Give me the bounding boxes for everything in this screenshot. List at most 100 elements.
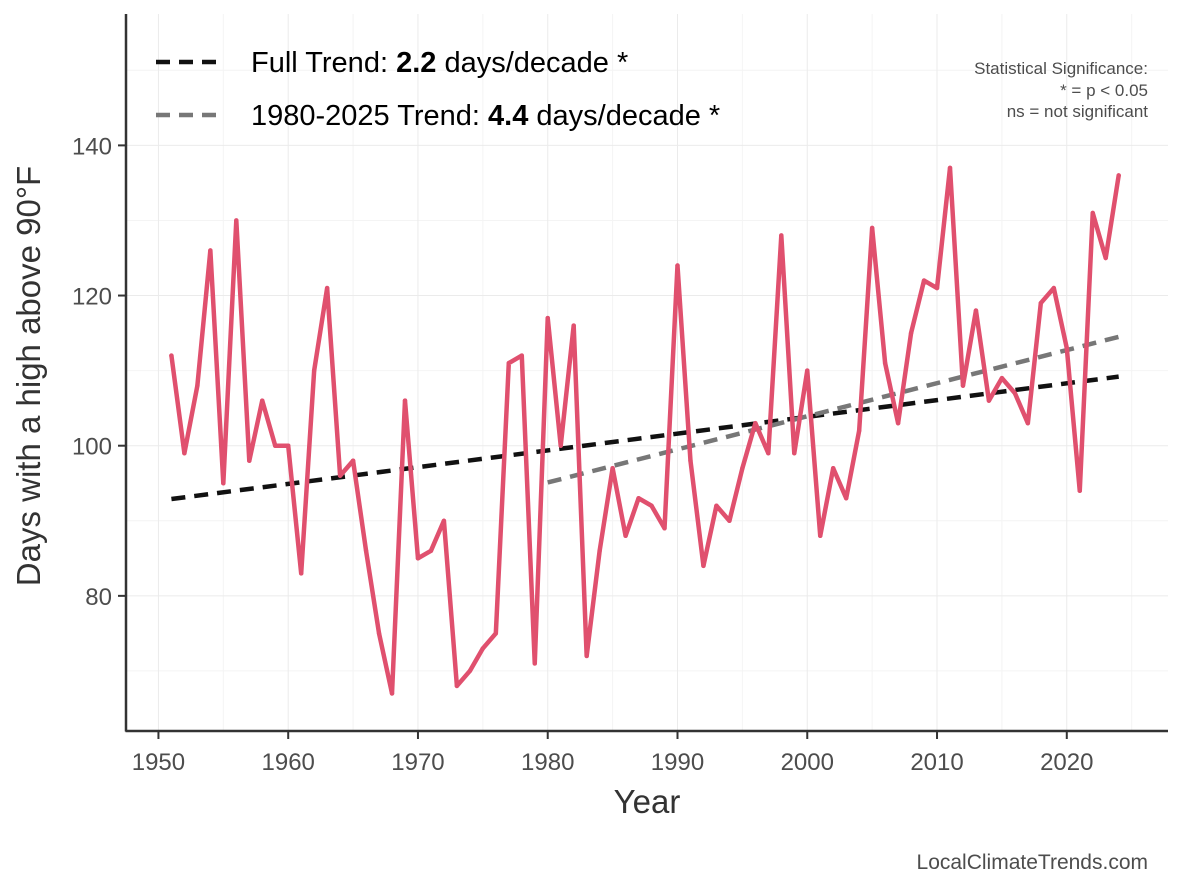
data-point-1954 [208, 248, 213, 253]
data-point-1956 [234, 218, 239, 223]
data-point-1991 [688, 458, 693, 463]
tick-labels: 1950 1960 1970 1980 1990 2000 2010 2020 80 100 120… [72, 133, 1094, 776]
trend-lines [171, 334, 1120, 502]
data-point-1990 [675, 263, 680, 268]
data-point-1966 [363, 548, 369, 554]
data-point-1985 [610, 466, 615, 471]
y-tick-label-140: 140 [72, 133, 112, 160]
data-point-2014 [986, 398, 992, 403]
data-point-1955 [221, 481, 226, 486]
significance-note: Statistical Significance: * = p < 0.05 n… [974, 59, 1148, 121]
data-point-1979 [532, 661, 537, 666]
data-point-2007 [895, 420, 901, 426]
legend-suffix-1980-trend: days/decade * [528, 100, 720, 132]
x-tick-label-2020: 2020 [1040, 749, 1093, 776]
data-point-2010 [934, 285, 940, 291]
data-point-2019 [1051, 285, 1057, 291]
data-point-1975 [480, 646, 486, 651]
y-axis-title: Days with a high above 90°F [10, 166, 47, 586]
data-point-1969 [402, 398, 408, 403]
trend-line-1980-2025 [547, 334, 1120, 485]
data-point-1986 [623, 533, 628, 538]
data-point-1970 [415, 556, 421, 561]
data-point-2017 [1025, 420, 1031, 426]
x-tick-label-2000: 2000 [781, 749, 834, 776]
data-point-1962 [311, 368, 317, 373]
data-point-2015 [999, 375, 1005, 381]
data-point-1978 [519, 353, 524, 358]
data-point-1995 [740, 466, 745, 471]
x-axis-title: Year [614, 783, 681, 820]
axes [118, 14, 1168, 739]
data-point-1972 [441, 518, 447, 523]
data-point-2005 [869, 225, 875, 231]
data-point-1994 [727, 518, 732, 523]
x-tick-label-1990: 1990 [651, 749, 704, 776]
data-point-1958 [260, 398, 265, 403]
data-point-1981 [558, 443, 563, 448]
credit-text: LocalClimateTrends.com [917, 851, 1148, 874]
legend-value-full-trend: 2.2 [396, 47, 436, 79]
data-point-2008 [908, 330, 914, 336]
data-point-1980 [545, 315, 550, 321]
legend-suffix-full-trend: days/decade * [436, 47, 628, 79]
data-point-1987 [636, 496, 641, 501]
significance-note-line-2: ns = not significant [1007, 102, 1149, 121]
data-point-1968 [389, 691, 395, 696]
significance-note-title: Statistical Significance: [974, 59, 1148, 78]
data-point-1988 [649, 503, 654, 508]
data-point-1982 [571, 323, 576, 328]
data-point-2003 [843, 496, 849, 501]
data-point-2002 [831, 466, 836, 471]
data-point-1997 [766, 451, 771, 456]
data-point-2001 [818, 533, 823, 538]
data-point-2022 [1090, 210, 1095, 216]
data-point-2012 [960, 383, 966, 388]
data-point-2011 [947, 165, 953, 171]
data-point-2004 [856, 428, 862, 433]
trend-line-full [171, 374, 1119, 502]
data-point-1951 [169, 353, 174, 358]
x-tick-label-1970: 1970 [391, 749, 444, 776]
data-point-1993 [714, 503, 719, 508]
y-tick-label-80: 80 [85, 584, 112, 611]
data-point-1983 [584, 653, 589, 659]
data-point-1952 [182, 451, 187, 456]
legend-label-1980-trend: 1980-2025 Trend: 4.4 days/decade * [251, 100, 720, 132]
data-point-1977 [506, 360, 512, 366]
y-tick-label-100: 100 [72, 434, 112, 461]
data-point-1999 [792, 451, 797, 456]
data-point-2018 [1038, 300, 1044, 306]
legend: Full Trend: 2.2 days/decade * 1980-2025 … [156, 47, 720, 132]
data-point-2006 [882, 360, 888, 366]
data-point-1953 [195, 383, 200, 388]
data-point-1992 [701, 563, 706, 569]
data-series [169, 165, 1121, 696]
legend-label-full-trend: Full Trend: 2.2 days/decade * [251, 47, 628, 79]
data-point-1971 [428, 548, 434, 554]
data-point-1963 [324, 285, 330, 291]
data-point-1989 [662, 526, 667, 531]
data-point-2023 [1103, 255, 1108, 261]
data-point-1960 [286, 443, 291, 448]
data-point-1973 [454, 683, 460, 689]
data-point-1996 [753, 420, 758, 426]
data-point-1957 [247, 458, 252, 463]
legend-value-1980-trend: 4.4 [488, 100, 528, 132]
data-point-2021 [1077, 488, 1082, 493]
data-point-1998 [779, 233, 784, 238]
data-point-1984 [597, 548, 602, 554]
data-point-2009 [921, 278, 927, 283]
data-point-2024 [1116, 173, 1121, 178]
data-point-1964 [337, 473, 343, 478]
x-tick-label-1950: 1950 [132, 749, 185, 776]
data-point-1961 [298, 571, 304, 576]
data-point-1965 [350, 458, 356, 463]
x-tick-label-1960: 1960 [262, 749, 315, 776]
data-point-2016 [1012, 390, 1018, 396]
data-point-1974 [467, 668, 473, 674]
data-point-1959 [273, 443, 278, 448]
legend-prefix-full-trend: Full Trend: [251, 47, 396, 79]
y-tick-label-120: 120 [72, 284, 112, 311]
